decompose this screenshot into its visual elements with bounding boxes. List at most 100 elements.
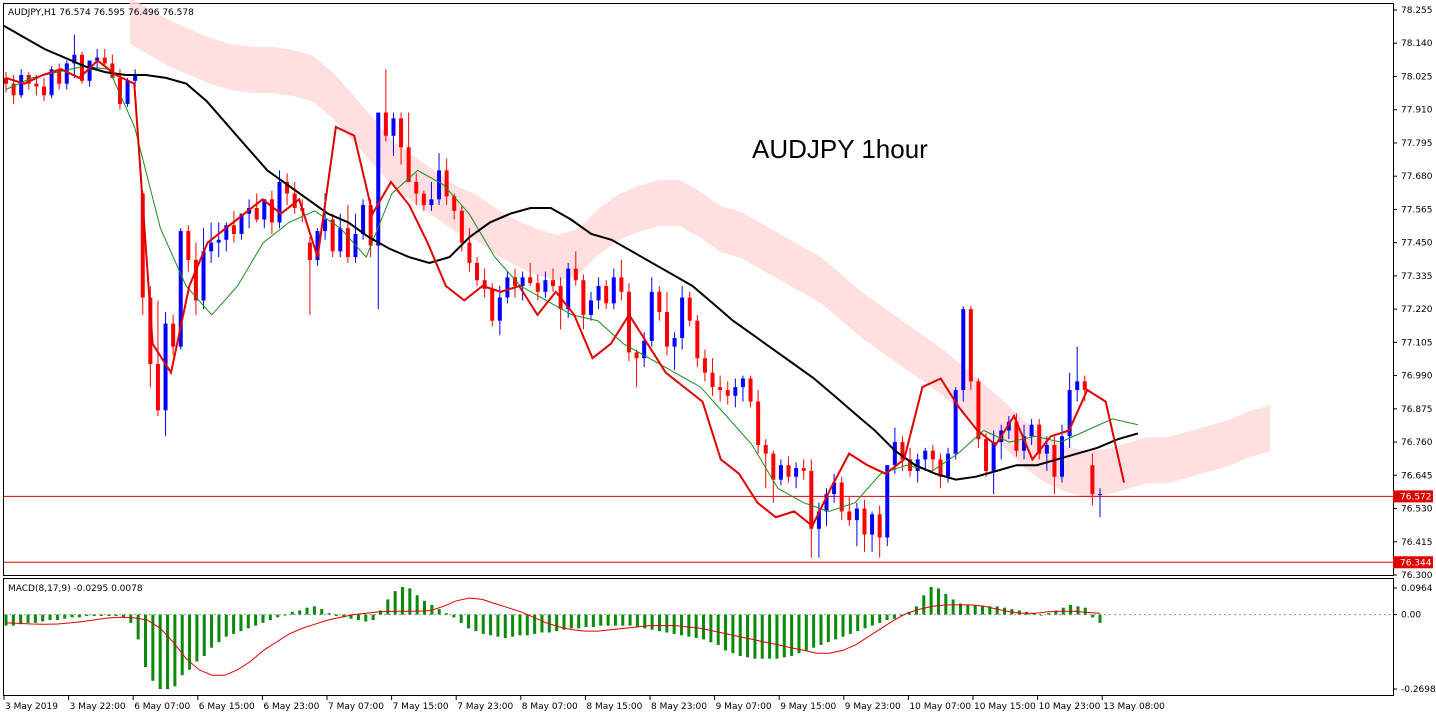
time-axis-tick-label: 8 May 07:00 (522, 702, 578, 712)
candle-body-up (125, 80, 130, 104)
macd-histogram-bar (613, 614, 617, 626)
candle-body-up (87, 60, 92, 81)
candle-body-down (1090, 465, 1095, 495)
macd-histogram-bar (540, 614, 544, 633)
candle-body-down (231, 225, 236, 234)
macd-histogram-bar (746, 614, 750, 658)
macd-histogram-bar (900, 614, 904, 616)
candle-body-down (41, 86, 46, 96)
time-axis-tick-label: 10 May 15:00 (974, 702, 1036, 712)
candle-body-up (376, 112, 381, 246)
macd-histogram-bar (349, 614, 353, 619)
candle-body-down (801, 468, 806, 471)
candle-body-up (1075, 381, 1080, 391)
candle-body-up (1006, 421, 1011, 431)
macd-histogram-bar (694, 614, 698, 639)
macd-histogram-bar (797, 614, 801, 654)
macd-histogram-bar (210, 614, 214, 648)
candle-body-down (535, 283, 540, 292)
candle-body-down (725, 390, 730, 396)
macd-histogram-bar (907, 611, 911, 615)
candle-body-up (946, 453, 951, 477)
macd-histogram-bar (224, 614, 228, 637)
candle-body-up (680, 297, 685, 339)
macd-histogram-bar (386, 599, 390, 615)
macd-axis-tick-label: 0.00 (1401, 611, 1421, 621)
macd-panel: MACD(8,17,9) -0.0295 0.0078 0.0964 0.00 -0… (3, 578, 1436, 696)
macd-histogram-bar (841, 614, 845, 637)
candle-body-up (733, 387, 738, 396)
macd-histogram-bar (1083, 607, 1087, 615)
price-axis-tick-label: 76.415 (1401, 538, 1433, 548)
macd-histogram-bar (342, 614, 346, 618)
macd-histogram-bar (202, 614, 206, 656)
macd-axis-tick-label: -0.2698 (1401, 685, 1436, 695)
macd-histogram-bar (775, 614, 779, 659)
macd-histogram-bar (217, 614, 221, 643)
macd-histogram-bar (525, 614, 529, 636)
time-axis-tick-label: 7 May 15:00 (393, 702, 449, 712)
candle-body-up (239, 213, 244, 234)
macd-histogram-bar (129, 614, 133, 623)
macd-histogram-bar (437, 609, 441, 615)
candle-body-up (892, 442, 897, 466)
macd-histogram-bar (518, 614, 522, 636)
candle-body-up (429, 199, 434, 206)
macd-histogram-bar (562, 614, 566, 630)
price-panel: 76.572 76.344 AUDJPY,H1 76.574 76.595 76.… (3, 0, 1433, 581)
candle-body-up (740, 378, 745, 388)
macd-histogram-bar (173, 614, 177, 687)
candle-body-down (4, 77, 8, 84)
macd-histogram-bar (569, 614, 573, 629)
macd-histogram-bar (679, 614, 683, 636)
candle-body-down (809, 470, 814, 529)
macd-histogram-bar (305, 607, 309, 615)
macd-histogram-bar (650, 614, 654, 630)
macd-histogram-bar (973, 604, 977, 615)
macd-histogram-bar (290, 611, 294, 615)
candle-body-up (649, 291, 654, 341)
macd-histogram-bar (114, 614, 118, 616)
macd-histogram-bar (885, 614, 889, 621)
macd-histogram-bar (33, 614, 37, 623)
macd-histogram-bar (408, 588, 412, 615)
candle-body-down (1037, 424, 1042, 454)
price-axis-tick-label: 76.760 (1401, 438, 1433, 448)
time-axis-tick-label: 8 May 15:00 (586, 702, 642, 712)
candle-body-up (49, 69, 54, 96)
candle-body-up (961, 309, 966, 391)
macd-histogram-bar (731, 614, 735, 654)
time-axis-tick-label: 9 May 15:00 (780, 702, 836, 712)
candle-body-up (315, 231, 320, 260)
macd-histogram-bar (268, 614, 272, 621)
macd-histogram-bar (599, 614, 603, 626)
candle-body-down (368, 205, 373, 246)
price-axis-tick-label: 77.105 (1401, 338, 1433, 348)
time-axis: 3 May 2019 3 May 22:00 6 May 07:00 6 May 15… (3, 696, 1165, 712)
candle-body-up (19, 75, 24, 96)
macd-histogram-bar (738, 614, 742, 656)
macd-histogram-bar (459, 614, 463, 623)
time-axis-tick-label: 13 May 08:00 (1103, 702, 1165, 712)
candle-body-down (710, 372, 715, 388)
macd-histogram-bar (782, 614, 786, 658)
macd-histogram-bar (848, 614, 852, 634)
macd-histogram-bar (819, 614, 823, 645)
macd-histogram-bar (400, 587, 404, 615)
candle-body-down (687, 297, 692, 321)
candle-body-down (482, 280, 487, 289)
macd-histogram-bar (136, 614, 140, 640)
macd-histogram-bar (1032, 613, 1036, 615)
macd-axis: 0.0964 0.00 -0.2698 (1393, 584, 1436, 695)
candle-body-down (269, 199, 274, 223)
candle-body-up (1060, 436, 1065, 477)
macd-histogram-bar (951, 599, 955, 615)
price-axis-tick-label: 77.565 (1401, 205, 1433, 215)
ichimoku-cloud (130, 0, 1270, 498)
price-level-tag-label: 76.344 (1400, 558, 1432, 568)
macd-histogram-bar (77, 614, 81, 618)
candle-body-down (900, 442, 905, 460)
price-axis-tick-label: 77.335 (1401, 272, 1433, 282)
time-axis-tick-label: 6 May 23:00 (263, 702, 319, 712)
time-axis-tick-label: 7 May 07:00 (328, 702, 384, 712)
